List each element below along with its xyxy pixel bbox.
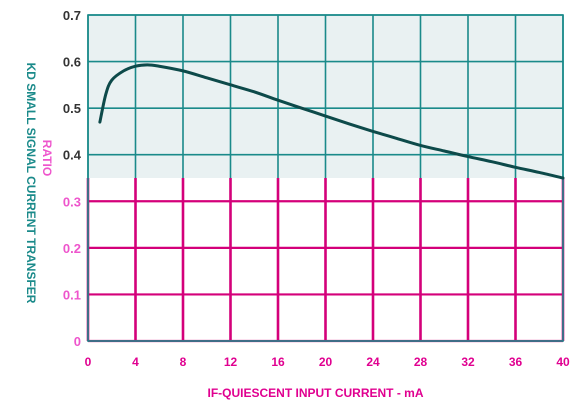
ctr-curve	[98, 63, 565, 180]
y-tick-label: 0.1	[63, 287, 81, 302]
x-tick-label: 8	[180, 355, 187, 369]
x-tick-label: 24	[366, 355, 380, 369]
y-tick-label: 0	[74, 334, 81, 349]
x-tick-label: 40	[556, 355, 570, 369]
x-tick-label: 0	[85, 355, 92, 369]
y-axis-title-line1: KD SMALL SIGNAL CURRENT TRANSFER	[24, 63, 38, 304]
x-tick-label: 4	[132, 355, 139, 369]
x-axis-title: IF-QUIESCENT INPUT CURRENT - mA	[208, 386, 424, 400]
y-tick-label: 0.5	[63, 101, 81, 116]
x-tick-label: 12	[224, 355, 238, 369]
y-tick-label: 0.2	[63, 241, 81, 256]
y-tick-labels: 0 0.1 0.2 0.3 0.4 0.5 0.6 0.7	[63, 8, 82, 349]
y-axis-title-line2: RATIO	[40, 140, 54, 176]
y-tick-label: 0.4	[63, 148, 82, 163]
x-tick-labels: 0 4 8 12 16 20 24 28 32 36 40	[85, 355, 570, 369]
x-tick-label: 32	[461, 355, 475, 369]
x-tick-label: 16	[271, 355, 285, 369]
x-tick-label: 36	[509, 355, 523, 369]
x-tick-label: 28	[414, 355, 428, 369]
x-tick-label: 20	[319, 355, 333, 369]
y-tick-label: 0.3	[63, 194, 81, 209]
y-tick-label: 0.6	[63, 55, 81, 70]
y-tick-label: 0.7	[63, 8, 81, 23]
